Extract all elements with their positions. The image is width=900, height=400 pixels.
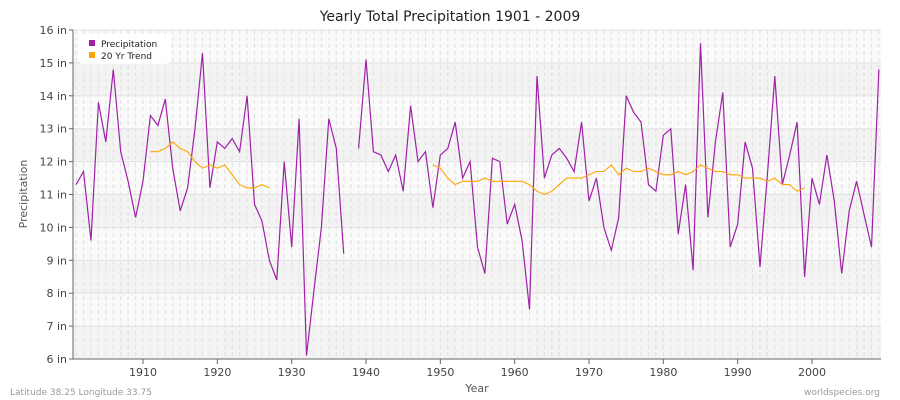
y-tick-label: 10 in (39, 221, 67, 234)
x-tick-label: 1950 (426, 366, 454, 379)
y-tick-label: 8 in (46, 287, 67, 300)
y-tick-label: 14 in (39, 90, 67, 103)
x-tick-label: 1920 (203, 366, 231, 379)
x-tick-label: 2000 (798, 366, 826, 379)
legend-label-trend: 20 Yr Trend (101, 52, 152, 62)
y-tick-label: 7 in (46, 320, 67, 333)
legend-label-precipitation: Precipitation (101, 40, 157, 50)
x-axis-label: Year (464, 382, 489, 395)
x-tick-label: 1980 (649, 366, 677, 379)
legend-swatch-precipitation (89, 40, 95, 46)
footer-source: worldspecies.org (804, 388, 880, 398)
x-tick-label: 1970 (575, 366, 603, 379)
chart-title: Yearly Total Precipitation 1901 - 2009 (319, 9, 581, 25)
precipitation-line (75, 43, 880, 356)
y-tick-label: 13 in (39, 123, 67, 136)
y-tick-label: 16 in (39, 24, 67, 37)
x-tick-label: 1990 (724, 366, 752, 379)
y-tick-label: 12 in (39, 156, 67, 169)
y-tick-label: 6 in (46, 353, 67, 366)
x-tick-label: 1930 (278, 366, 306, 379)
y-tick-label: 15 in (39, 57, 67, 70)
legend: Precipitation 20 Yr Trend (79, 34, 171, 64)
legend-box (79, 34, 171, 64)
trend-line (150, 141, 805, 196)
x-ticks: 1910 1920 1930 1940 1950 1960 1970 1980 1990 2000 (129, 359, 826, 379)
y-axis-label: Precipitation (17, 160, 30, 229)
series-lines (75, 43, 880, 356)
legend-swatch-trend (89, 52, 95, 58)
y-tick-label: 9 in (46, 254, 67, 267)
y-tick-label: 11 in (39, 189, 67, 202)
y-ticks: 6 in 7 in 8 in 9 in 10 in 11 in 12 in 13 in 14 i… (39, 24, 73, 366)
x-tick-label: 1960 (501, 366, 529, 379)
footer-location: Latitude 38.25 Longitude 33.75 (10, 388, 152, 398)
x-tick-label: 1940 (352, 366, 380, 379)
x-tick-label: 1910 (129, 366, 157, 379)
